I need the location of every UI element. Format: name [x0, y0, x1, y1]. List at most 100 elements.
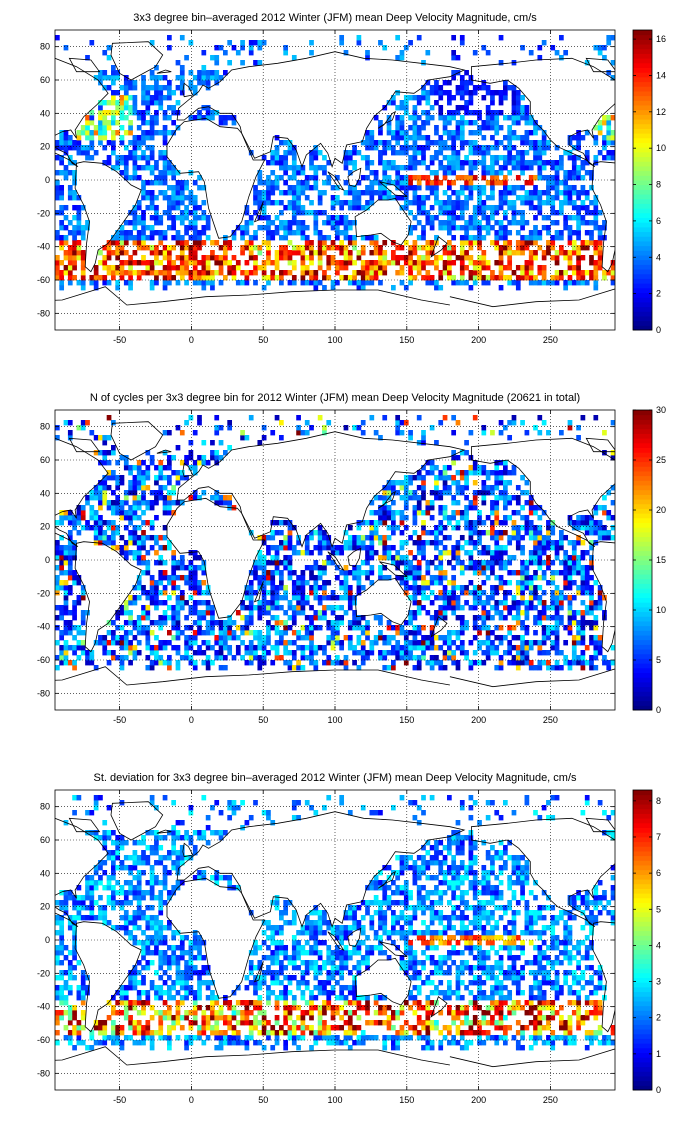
heatmap-cell: [240, 625, 245, 631]
heatmap-cell: [145, 180, 151, 186]
heatmap-cell: [477, 515, 482, 521]
heatmap-cell: [149, 180, 155, 186]
heatmap-cell: [283, 245, 289, 251]
heatmap-cell: [356, 540, 362, 546]
heatmap-cell: [253, 575, 258, 581]
heatmap-cell: [253, 605, 258, 611]
heatmap-cell: [63, 215, 69, 221]
heatmap-cell: [248, 600, 254, 606]
heatmap-cell: [567, 265, 573, 271]
heatmap-cell: [149, 585, 155, 591]
heatmap-cell: [63, 560, 69, 566]
heatmap-cell: [403, 190, 409, 196]
heatmap-cell: [313, 590, 319, 596]
heatmap-cell: [287, 145, 293, 151]
heatmap-cell: [503, 545, 508, 551]
heatmap-cell: [347, 585, 353, 591]
heatmap-cell: [136, 155, 142, 161]
heatmap-cell: [167, 265, 172, 271]
heatmap-cell: [188, 275, 194, 281]
heatmap-cell: [550, 45, 556, 51]
heatmap-cell: [313, 155, 319, 161]
heatmap-cell: [253, 635, 258, 641]
heatmap-cell: [408, 165, 413, 171]
heatmap-cell: [179, 220, 185, 226]
heatmap-cell: [459, 210, 465, 216]
heatmap-cell: [59, 660, 65, 666]
heatmap-cell: [412, 110, 418, 116]
heatmap-cell: [412, 150, 418, 156]
heatmap-cell: [541, 630, 547, 636]
heatmap-cell: [210, 605, 215, 611]
heatmap-cell: [412, 125, 418, 131]
heatmap-cell: [528, 645, 534, 651]
heatmap-cell: [429, 615, 435, 621]
heatmap-cell: [188, 220, 194, 226]
heatmap-cell: [442, 80, 448, 86]
heatmap-cell: [386, 525, 392, 531]
heatmap-cell: [416, 605, 422, 611]
heatmap-cell: [382, 555, 388, 561]
heatmap-cell: [343, 235, 349, 241]
heatmap-cell: [123, 75, 129, 81]
heatmap-cell: [59, 580, 65, 586]
heatmap-cell: [567, 135, 573, 141]
heatmap-cell: [378, 655, 383, 661]
heatmap-cell: [537, 200, 543, 206]
heatmap-cell: [447, 95, 452, 101]
heatmap-cell: [584, 515, 590, 521]
heatmap-cell: [330, 205, 336, 211]
colorbar-segment: [633, 161, 652, 167]
colorbar-segment: [633, 119, 652, 125]
heatmap-cell: [119, 660, 125, 666]
heatmap-cell: [416, 565, 422, 571]
heatmap-cell: [300, 600, 306, 606]
heatmap-cell: [412, 600, 418, 606]
heatmap-cell: [197, 650, 202, 656]
heatmap-cell: [123, 160, 129, 166]
heatmap-cell: [576, 525, 581, 531]
colorbar-segment: [633, 95, 652, 101]
heatmap-cell: [429, 250, 435, 256]
heatmap-cell: [412, 250, 418, 256]
heatmap-cell: [378, 160, 383, 166]
heatmap-cell: [210, 610, 215, 616]
heatmap-cell: [149, 115, 155, 121]
heatmap-cell: [128, 530, 133, 536]
heatmap-cell: [67, 155, 73, 161]
heatmap-cell: [218, 45, 224, 51]
heatmap-cell: [412, 495, 418, 501]
heatmap-cell: [602, 495, 607, 501]
heatmap-cell: [287, 260, 293, 266]
heatmap-cell: [399, 205, 405, 211]
heatmap-cell: [421, 640, 426, 646]
heatmap-cell: [472, 160, 478, 166]
heatmap-cell: [408, 125, 413, 131]
heatmap-cell: [481, 565, 487, 571]
heatmap-cell: [257, 535, 263, 541]
heatmap-cell: [421, 575, 426, 581]
heatmap-cell: [421, 145, 426, 151]
heatmap-cell: [498, 35, 504, 41]
heatmap-cell: [515, 105, 521, 111]
heatmap-cell: [261, 650, 267, 656]
heatmap-cell: [347, 605, 353, 611]
heatmap-cell: [98, 125, 103, 131]
heatmap-cell: [477, 590, 482, 596]
heatmap-cell: [274, 615, 280, 621]
heatmap-cell: [149, 155, 155, 161]
heatmap-cell: [416, 485, 422, 491]
heatmap-cell: [485, 645, 491, 651]
heatmap-cell: [313, 220, 319, 226]
heatmap-cell: [606, 535, 612, 541]
heatmap-cell: [347, 635, 353, 641]
heatmap-cell: [584, 530, 590, 536]
heatmap-cell: [610, 60, 615, 66]
heatmap-cell: [197, 620, 202, 626]
heatmap-cell: [503, 650, 508, 656]
heatmap-cell: [352, 185, 357, 191]
heatmap-cell: [300, 635, 306, 641]
heatmap-cell: [76, 625, 82, 631]
heatmap-cell: [425, 115, 431, 121]
heatmap-cell: [528, 575, 534, 581]
